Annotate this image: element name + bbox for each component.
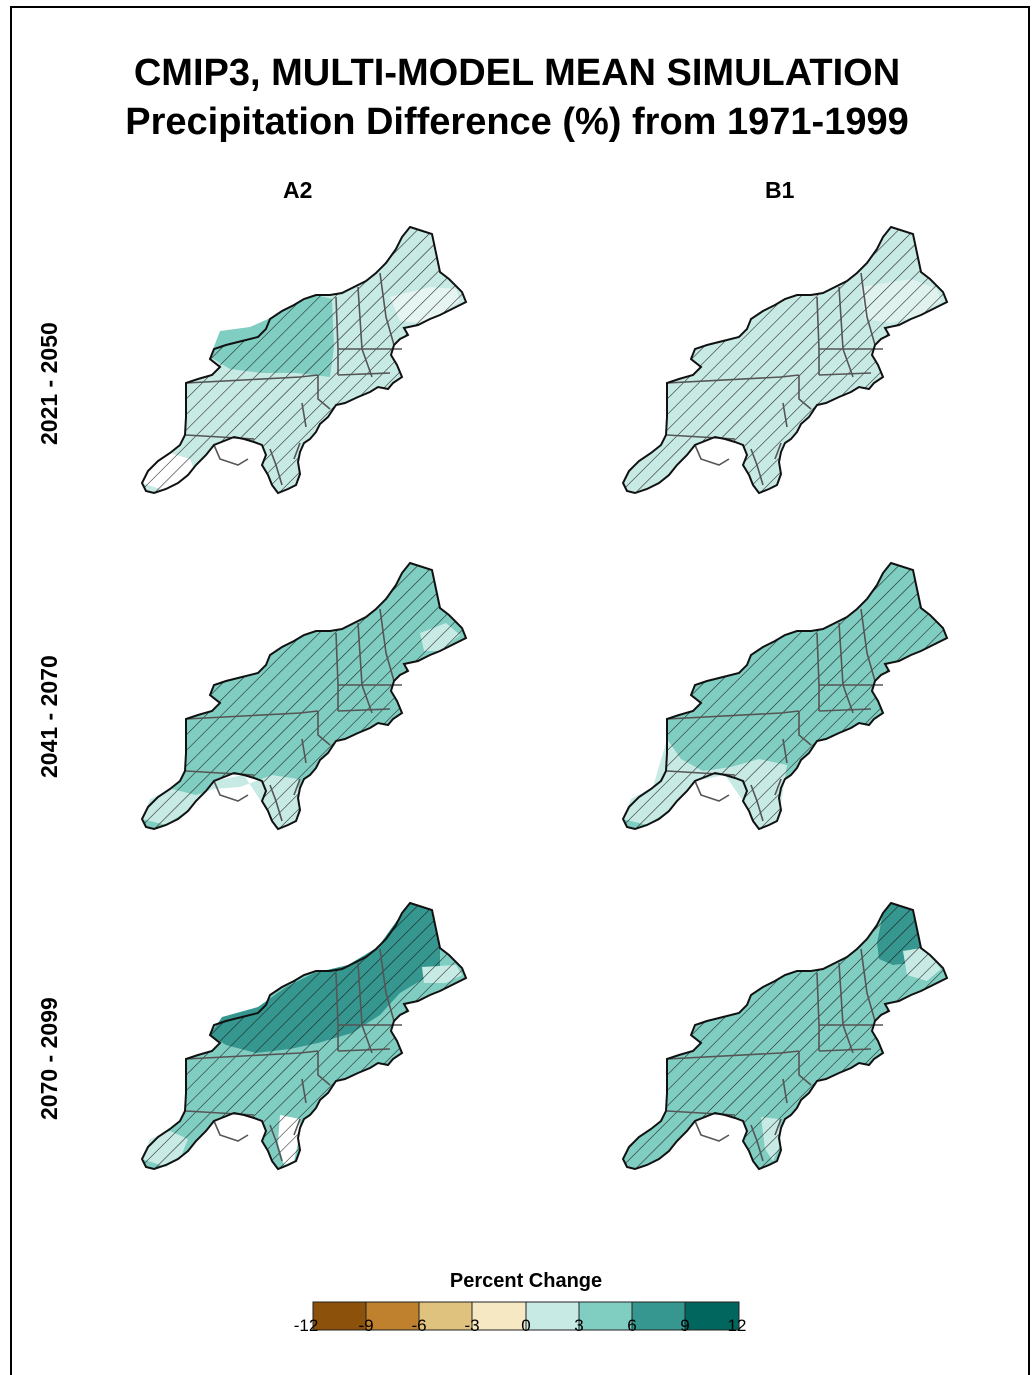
legend-swatch-3 [418, 1301, 473, 1331]
legend-title: Percent Change [449, 1270, 603, 1292]
legend-tick-label: -6 [411, 1316, 427, 1335]
map-b1-2041-2070 [622, 562, 948, 830]
legend-swatch-4 [471, 1301, 527, 1331]
map-a2-2070-2099 [141, 902, 467, 1170]
legend-swatch-5 [525, 1301, 580, 1331]
map-a2-2041-2070 [141, 562, 467, 830]
legend-tick-label: -9 [358, 1316, 374, 1335]
legend-tick-label: -3 [464, 1316, 480, 1335]
map-a2-2021-2050 [141, 226, 467, 494]
column-header-b1: B1 [765, 177, 795, 203]
figure-subtitle: Precipitation Difference (%) from 1971-1… [125, 101, 909, 143]
figure-title: CMIP3, MULTI-MODEL MEAN SIMULATION [133, 52, 901, 94]
map-b1-2021-2050 [622, 226, 948, 494]
legend-swatch-2 [365, 1301, 420, 1331]
legend-tick-label: 6 [627, 1316, 637, 1335]
legend-swatch-6 [578, 1301, 633, 1331]
legend-tick-label: 0 [521, 1316, 531, 1335]
legend-tick-label: 12 [727, 1316, 747, 1335]
legend-tick-label: -12 [293, 1316, 319, 1335]
legend-tick-label: 3 [574, 1316, 584, 1335]
column-header-a2: A2 [283, 177, 313, 203]
figure-frame [10, 6, 1030, 1375]
legend-swatch-8 [684, 1301, 740, 1331]
legend-tick-label: 9 [680, 1316, 690, 1335]
legend-colorbar [312, 1301, 740, 1331]
map-b1-2070-2099 [622, 902, 948, 1170]
legend-swatch-7 [631, 1301, 686, 1331]
